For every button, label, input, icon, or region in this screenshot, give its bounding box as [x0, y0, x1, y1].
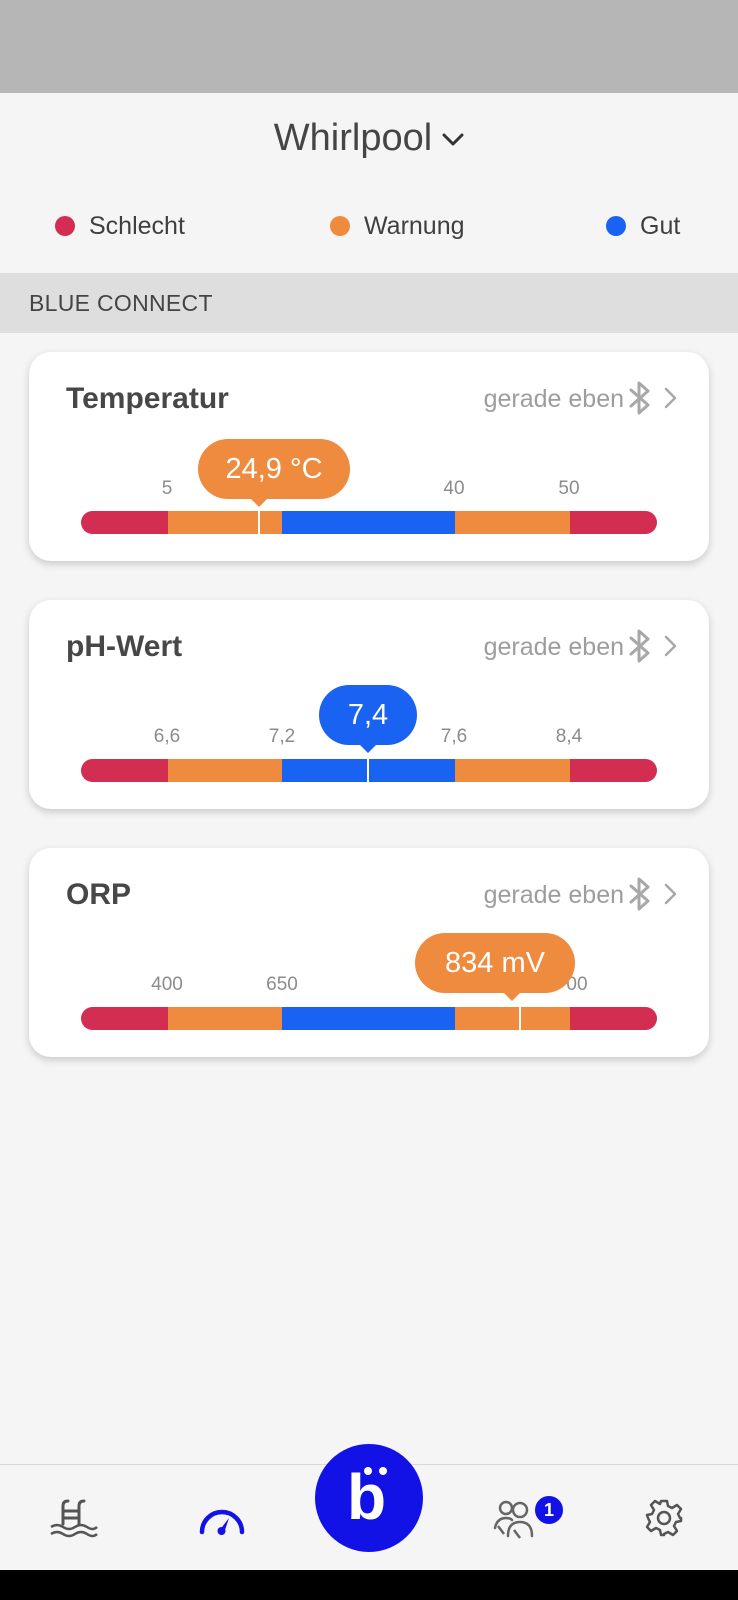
- gear-icon: [644, 1498, 684, 1543]
- segment-warning: [455, 759, 570, 782]
- legend-label: Warnung: [364, 211, 465, 240]
- segment-bad: [570, 1007, 657, 1030]
- legend-dot-bad: [55, 216, 75, 236]
- chevron-right-icon: [663, 386, 679, 410]
- legend-label: Schlecht: [89, 211, 185, 240]
- value-marker: [258, 511, 260, 534]
- chevron-right-icon: [663, 634, 679, 658]
- range-bar: [81, 511, 657, 534]
- range-bar: [81, 759, 657, 782]
- scale-tick: 50: [558, 478, 580, 499]
- segment-bad: [570, 759, 657, 782]
- status-bar: [0, 0, 738, 93]
- scale-tick: 6,6: [153, 726, 181, 747]
- scale-tick: 7,2: [268, 726, 296, 747]
- pool-ladder-icon: [49, 1498, 99, 1543]
- range-bar: [81, 1007, 657, 1030]
- section-header: BLUE CONNECT: [0, 273, 738, 333]
- card-orp[interactable]: ORP gerade eben 400 650 00 834 mV: [29, 848, 709, 1057]
- segment-bad: [81, 511, 168, 534]
- nav-settings[interactable]: [634, 1495, 694, 1545]
- card-title: Temperatur: [66, 382, 229, 415]
- segment-bad: [570, 511, 657, 534]
- community-icon: [492, 1496, 540, 1545]
- nav-dashboard[interactable]: [192, 1495, 252, 1545]
- scale-tick: 8,4: [555, 726, 583, 747]
- legend-dot-warning: [330, 216, 350, 236]
- value-label: 834 mV: [445, 946, 545, 979]
- scale-tick: 00: [566, 974, 588, 995]
- header: Whirlpool Schlecht Warnung Gut: [0, 93, 738, 273]
- card-temperature[interactable]: Temperatur gerade eben 5 40 50 24,9 °C: [29, 352, 709, 561]
- card-timestamp: gerade eben: [483, 881, 624, 909]
- value-label: 24,9 °C: [225, 452, 323, 485]
- bluetooth-icon: [625, 628, 655, 664]
- legend-label: Gut: [640, 211, 681, 240]
- scale-tick: 7,6: [440, 726, 468, 747]
- bluetooth-icon: [625, 876, 655, 912]
- pool-name: Whirlpool: [273, 117, 433, 159]
- chevron-down-icon: [442, 114, 464, 157]
- value-marker: [519, 1007, 521, 1030]
- legend-bad: Schlecht: [55, 208, 185, 244]
- system-navigation-bar: [0, 1570, 738, 1600]
- segment-warning: [168, 759, 282, 782]
- legend-dot-good: [606, 216, 626, 236]
- scale-tick: 650: [266, 974, 298, 995]
- nav-community[interactable]: [486, 1495, 546, 1545]
- value-bubble: 7,4: [319, 685, 417, 753]
- legend-warning: Warnung: [330, 208, 465, 244]
- scale-tick: 400: [151, 974, 183, 995]
- card-title: pH-Wert: [66, 630, 183, 663]
- pool-selector[interactable]: Whirlpool: [0, 117, 738, 160]
- card-timestamp: gerade eben: [483, 385, 624, 413]
- legend-good: Gut: [606, 208, 680, 244]
- bluetooth-icon: [625, 380, 655, 416]
- card-timestamp: gerade eben: [483, 633, 624, 661]
- logo-letter: b: [347, 1461, 387, 1533]
- segment-warning: [168, 1007, 282, 1030]
- segment-bad: [81, 1007, 168, 1030]
- nav-pool[interactable]: [44, 1495, 104, 1545]
- segment-good: [282, 511, 455, 534]
- scale-tick: 40: [443, 478, 465, 499]
- value-label: 7,4: [347, 698, 389, 731]
- gauge-icon: [197, 1500, 247, 1541]
- blue-logo-icon: b: [339, 1463, 399, 1533]
- segment-warning: [168, 511, 282, 534]
- card-title: ORP: [66, 878, 132, 911]
- segment-good: [282, 1007, 455, 1030]
- value-bubble: 834 mV: [415, 933, 575, 1001]
- chevron-right-icon: [663, 882, 679, 906]
- notification-badge: 1: [533, 1494, 565, 1526]
- segment-warning: [455, 1007, 570, 1030]
- segment-bad: [81, 759, 168, 782]
- segment-warning: [455, 511, 570, 534]
- blue-logo-button[interactable]: b: [315, 1444, 423, 1552]
- scale-tick: 5: [161, 478, 173, 499]
- card-ph[interactable]: pH-Wert gerade eben 6,6 7,2 7,6 8,4 7,4: [29, 600, 709, 809]
- value-bubble: 24,9 °C: [198, 439, 350, 507]
- value-marker: [367, 759, 369, 782]
